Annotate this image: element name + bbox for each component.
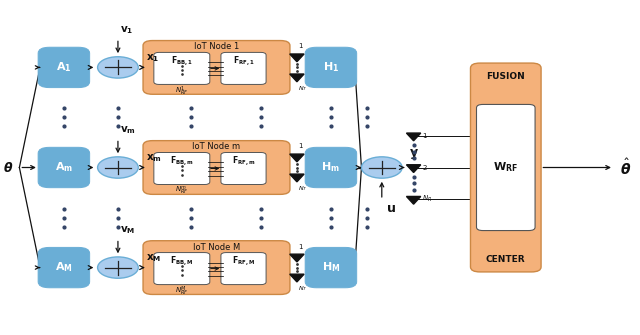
Text: $N_R$: $N_R$ xyxy=(422,194,433,204)
Text: $\mathbf{u}$: $\mathbf{u}$ xyxy=(386,202,396,214)
Text: $\mathbf{F_{RF,M}}$: $\mathbf{F_{RF,M}}$ xyxy=(232,255,255,268)
FancyBboxPatch shape xyxy=(477,105,535,230)
FancyBboxPatch shape xyxy=(154,152,210,185)
Text: $\mathbf{A_m}$: $\mathbf{A_m}$ xyxy=(55,160,73,175)
Text: $\mathbf{H_m}$: $\mathbf{H_m}$ xyxy=(321,160,340,175)
Text: $\mathbf{A_M}$: $\mathbf{A_M}$ xyxy=(55,261,73,274)
Polygon shape xyxy=(290,54,304,62)
FancyBboxPatch shape xyxy=(143,241,290,294)
Polygon shape xyxy=(290,154,304,162)
FancyBboxPatch shape xyxy=(154,52,210,84)
Text: IoT Node M: IoT Node M xyxy=(193,243,240,252)
Text: $\mathbf{A_1}$: $\mathbf{A_1}$ xyxy=(56,61,72,74)
FancyBboxPatch shape xyxy=(143,141,290,194)
FancyBboxPatch shape xyxy=(38,248,90,288)
Polygon shape xyxy=(290,174,304,182)
Text: CENTER: CENTER xyxy=(486,255,525,264)
FancyBboxPatch shape xyxy=(143,41,290,94)
Text: $\mathbf{H_M}$: $\mathbf{H_M}$ xyxy=(322,261,340,274)
Text: $\boldsymbol{\theta}$: $\boldsymbol{\theta}$ xyxy=(3,160,13,175)
Text: $\mathbf{v_1}$: $\mathbf{v_1}$ xyxy=(120,24,133,36)
Text: $\mathbf{x_1}$: $\mathbf{x_1}$ xyxy=(146,52,159,64)
FancyBboxPatch shape xyxy=(305,248,356,288)
Text: 1: 1 xyxy=(298,143,303,149)
Text: $N_T$: $N_T$ xyxy=(298,184,308,193)
FancyBboxPatch shape xyxy=(305,47,356,87)
Text: 1: 1 xyxy=(298,44,303,49)
Text: $\mathbf{y}$: $\mathbf{y}$ xyxy=(408,147,419,161)
Polygon shape xyxy=(406,165,420,173)
Text: IoT Node 1: IoT Node 1 xyxy=(194,43,239,51)
Text: $\mathbf{v_m}$: $\mathbf{v_m}$ xyxy=(120,124,136,136)
Text: 1: 1 xyxy=(422,133,427,139)
FancyBboxPatch shape xyxy=(38,147,90,188)
FancyBboxPatch shape xyxy=(221,52,266,84)
Text: FUSION: FUSION xyxy=(486,72,525,81)
Text: $\mathbf{x_M}$: $\mathbf{x_M}$ xyxy=(146,253,161,264)
Polygon shape xyxy=(406,196,420,204)
FancyBboxPatch shape xyxy=(470,63,541,272)
Text: $\mathbf{F_{RF,1}}$: $\mathbf{F_{RF,1}}$ xyxy=(233,55,254,68)
Text: $\mathbf{H_1}$: $\mathbf{H_1}$ xyxy=(323,61,339,74)
Polygon shape xyxy=(290,74,304,82)
Circle shape xyxy=(362,157,402,178)
FancyBboxPatch shape xyxy=(221,253,266,285)
Text: 1: 1 xyxy=(298,244,303,250)
Text: $\mathbf{F_{RF,m}}$: $\mathbf{F_{RF,m}}$ xyxy=(232,154,255,169)
Polygon shape xyxy=(406,133,420,141)
FancyBboxPatch shape xyxy=(221,152,266,185)
FancyBboxPatch shape xyxy=(154,253,210,285)
Text: $\mathbf{F_{BB,M}}$: $\mathbf{F_{BB,M}}$ xyxy=(170,255,193,268)
Circle shape xyxy=(97,257,138,278)
Text: $N_{RF}^1$: $N_{RF}^1$ xyxy=(175,84,189,98)
Text: $N_{RF}^m$: $N_{RF}^m$ xyxy=(175,185,189,197)
Text: $N_T$: $N_T$ xyxy=(298,284,308,293)
Text: $\hat{\boldsymbol{\theta}}$: $\hat{\boldsymbol{\theta}}$ xyxy=(620,157,632,178)
Text: $\mathbf{W_{RF}}$: $\mathbf{W_{RF}}$ xyxy=(493,160,518,175)
Text: $N_T$: $N_T$ xyxy=(298,84,308,93)
FancyBboxPatch shape xyxy=(38,47,90,87)
Text: $\mathbf{x_m}$: $\mathbf{x_m}$ xyxy=(146,152,162,164)
Text: 2: 2 xyxy=(422,164,427,171)
FancyBboxPatch shape xyxy=(305,147,356,188)
Text: $\mathbf{v_M}$: $\mathbf{v_M}$ xyxy=(120,224,135,236)
Text: $\mathbf{F_{BB,1}}$: $\mathbf{F_{BB,1}}$ xyxy=(171,55,193,68)
Text: IoT Node m: IoT Node m xyxy=(193,142,241,151)
Polygon shape xyxy=(290,254,304,262)
Text: $\mathbf{F_{BB,m}}$: $\mathbf{F_{BB,m}}$ xyxy=(170,154,194,169)
Circle shape xyxy=(97,157,138,178)
Text: $N_{RF}^M$: $N_{RF}^M$ xyxy=(175,285,189,298)
Polygon shape xyxy=(290,274,304,282)
Circle shape xyxy=(97,57,138,78)
